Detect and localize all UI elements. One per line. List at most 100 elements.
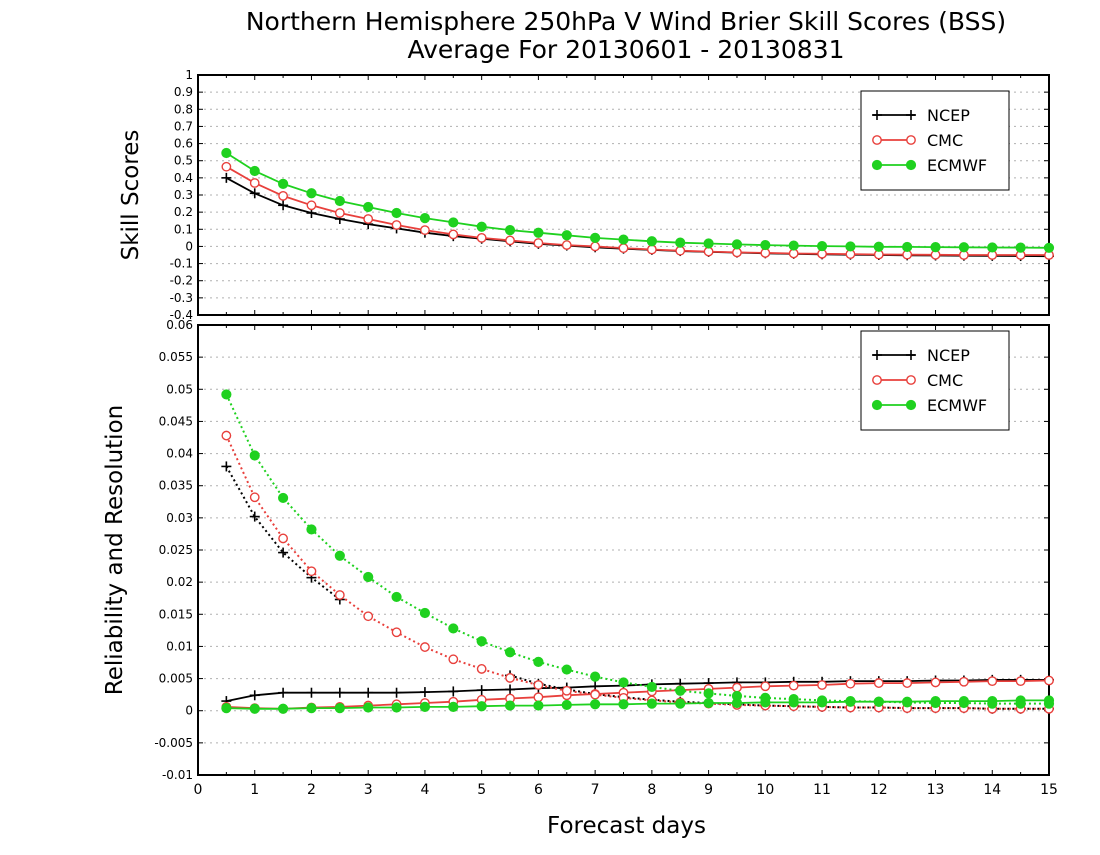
point-ecmwf-resolution [278, 492, 289, 504]
y-tick-label: 0.5 [174, 154, 193, 168]
point-ecmwf [618, 234, 629, 245]
point-cmc [646, 244, 657, 255]
point-ecmwf-resolution [590, 671, 601, 682]
legend-label-ecmwf: ECMWF [927, 396, 987, 415]
point-ecmwf-reliability [590, 699, 601, 710]
point-ecmwf-reliability [419, 701, 431, 712]
legend-label-ncep: NCEP [927, 106, 970, 125]
point-ecmwf-resolution [675, 685, 686, 696]
point-ecmwf-reliability [618, 699, 629, 710]
point-ecmwf-reliability [675, 698, 686, 709]
point-ncep-reliability [278, 687, 289, 698]
y-tick-label: 0.03 [166, 511, 193, 525]
point-ecmwf [675, 237, 686, 248]
point-cmc-reliability [902, 678, 913, 688]
point-ecmwf-reliability [703, 697, 714, 709]
point-ecmwf-resolution [788, 694, 799, 705]
point-cmc-resolution [334, 590, 345, 600]
point-ecmwf-resolution [221, 389, 232, 400]
legend: NCEP CMC ECMWF [860, 90, 1010, 191]
point-ecmwf-resolution [476, 636, 487, 647]
point-cmc [221, 161, 232, 172]
point-ecmwf-resolution [561, 664, 572, 675]
point-ncep [278, 200, 289, 211]
x-axis-label: Forecast days [547, 813, 706, 839]
point-cmc-resolution [278, 533, 288, 544]
y-tick-label: 0.04 [166, 447, 193, 461]
y-tick-label: 0.015 [159, 607, 193, 621]
point-ecmwf [930, 242, 941, 253]
chart-title: Northern Hemisphere 250hPa V Wind Brier … [246, 7, 1006, 36]
legend-marker-ecmwf [871, 399, 883, 411]
point-ecmwf-resolution [646, 681, 657, 693]
point-cmc-reliability [732, 682, 742, 693]
point-ecmwf [958, 242, 970, 253]
point-ecmwf [816, 240, 828, 252]
point-cmc [590, 241, 601, 252]
point-cmc [618, 243, 629, 254]
point-cmc-resolution [391, 627, 402, 638]
point-ecmwf-resolution [618, 677, 629, 688]
y-tick-label: -0.01 [162, 768, 193, 782]
point-cmc-resolution [363, 611, 374, 622]
y-tick-label: 0.2 [174, 205, 193, 219]
point-cmc [334, 208, 345, 218]
x-tick-label: 11 [813, 782, 831, 798]
point-cmc [249, 178, 260, 188]
legend-label-cmc: CMC [927, 371, 963, 390]
legend-marker-ncep [906, 110, 916, 120]
point-ecmwf [448, 217, 459, 228]
x-tick-label: 2 [307, 782, 316, 798]
point-cmc-resolution [476, 664, 487, 674]
point-ecmwf [306, 188, 317, 199]
point-cmc-resolution [448, 654, 459, 665]
y-tick-label: 0.06 [166, 318, 193, 332]
point-ecmwf-reliability [334, 703, 345, 714]
point-ecmwf-resolution [533, 656, 544, 667]
y-axis-label: Skill Scores [118, 130, 144, 261]
point-ecmwf-resolution [419, 607, 431, 619]
legend-marker-cmc [906, 375, 916, 385]
legend-marker-ncep [872, 350, 882, 360]
y-tick-label: -0.4 [170, 308, 193, 322]
point-ncep-resolution [221, 461, 232, 472]
point-ncep-reliability [448, 686, 459, 697]
point-cmc [420, 225, 430, 236]
point-ecmwf [278, 178, 289, 189]
point-cmc-reliability [760, 681, 771, 692]
reliability-resolution-panel: -0.01 -0.005 0 0.005 0.01 0.015 0.02 0.025 0.03 0… [102, 318, 1058, 839]
point-ecmwf-reliability [278, 703, 289, 714]
point-ecmwf-reliability [561, 699, 572, 711]
point-ecmwf [590, 232, 601, 243]
point-cmc-resolution [590, 689, 601, 700]
x-tick-label: 15 [1040, 782, 1058, 798]
point-cmc-reliability [959, 676, 969, 687]
point-cmc-resolution [533, 680, 544, 690]
point-ecmwf-reliability [476, 701, 487, 712]
point-ecmwf-reliability [448, 701, 459, 712]
y-tick-label: 0.9 [174, 85, 193, 99]
legend-marker-ncep [872, 110, 882, 120]
point-ecmwf [1015, 242, 1026, 253]
y-tick-label: -0.1 [170, 257, 193, 271]
x-tick-label: 14 [983, 782, 1001, 798]
point-cmc-reliability [1044, 675, 1054, 686]
point-ecmwf [391, 207, 402, 219]
point-ecmwf-resolution [504, 647, 516, 658]
point-ecmwf-reliability [221, 703, 232, 714]
point-ecmwf [873, 241, 884, 252]
point-ecmwf-reliability [391, 702, 402, 713]
y-tick-label: 0.035 [159, 479, 193, 493]
point-ecmwf [731, 239, 743, 250]
y-tick-label: 0.045 [159, 414, 193, 428]
point-cmc-reliability [1015, 676, 1026, 687]
point-cmc-resolution [249, 492, 260, 503]
point-ecmwf-resolution [816, 695, 828, 706]
point-ecmwf-resolution [1015, 698, 1026, 709]
point-ecmwf [363, 201, 374, 213]
legend-marker-cmc [872, 135, 882, 145]
point-ecmwf-resolution [930, 697, 941, 709]
point-cmc-reliability [987, 676, 998, 687]
point-cmc [505, 235, 515, 246]
x-tick-label: 10 [756, 782, 774, 798]
